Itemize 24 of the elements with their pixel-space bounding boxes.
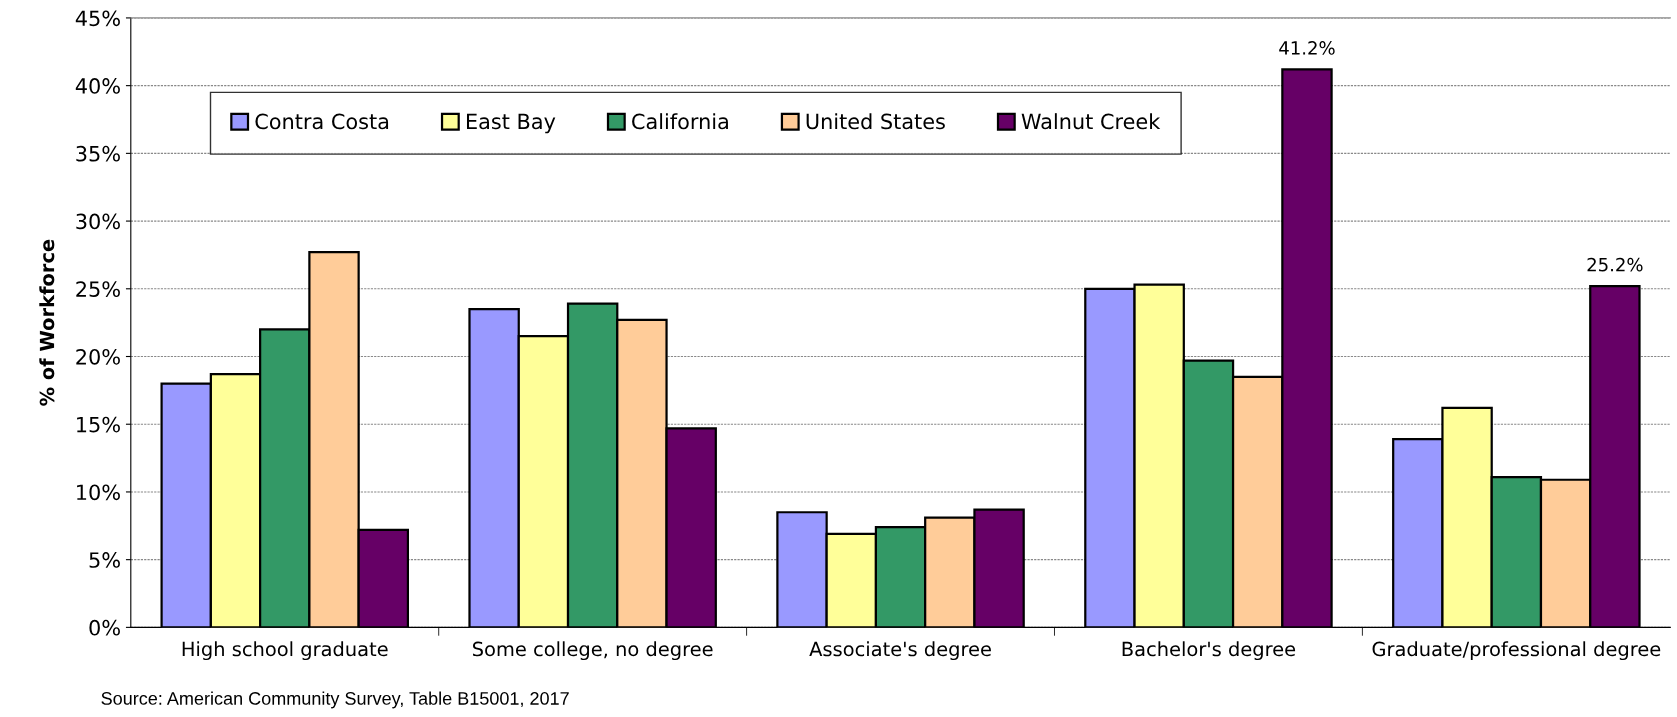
- legend-label: United States: [806, 113, 945, 130]
- x-tick-label: Some college, no degree: [472, 641, 713, 661]
- legend-label: East Bay: [466, 113, 556, 134]
- legend-label: California: [632, 113, 728, 130]
- legend-label: Walnut Creek: [1021, 113, 1161, 130]
- data-label: 25.2%: [1587, 257, 1643, 272]
- source-note: Source: American Community Survey, Table B15001, 2017: [101, 691, 569, 709]
- y-axis-title: % of Workforce: [39, 239, 55, 406]
- y-tick-label: 10%: [77, 484, 120, 501]
- x-tick-label: Associate's degree: [809, 641, 991, 661]
- legend-label: Contra Costa: [255, 113, 389, 130]
- y-tick-label: 20%: [76, 348, 120, 365]
- y-tick-label: 15%: [77, 416, 120, 433]
- y-tick-label: 35%: [76, 145, 120, 162]
- x-tick-label: Graduate/professional degree: [1372, 641, 1661, 661]
- data-label: 41.2%: [1279, 41, 1335, 55]
- y-tick-label: 25%: [76, 281, 120, 297]
- y-tick-label: 30%: [76, 213, 120, 230]
- y-tick-label: 5%: [89, 552, 120, 568]
- x-tick-label: Bachelor's degree: [1122, 641, 1296, 661]
- y-tick-label: 40%: [75, 78, 120, 94]
- x-tick-label: High school graduate: [182, 641, 388, 661]
- y-tick-label: 0%: [89, 619, 120, 636]
- y-tick-label: 45%: [75, 10, 120, 27]
